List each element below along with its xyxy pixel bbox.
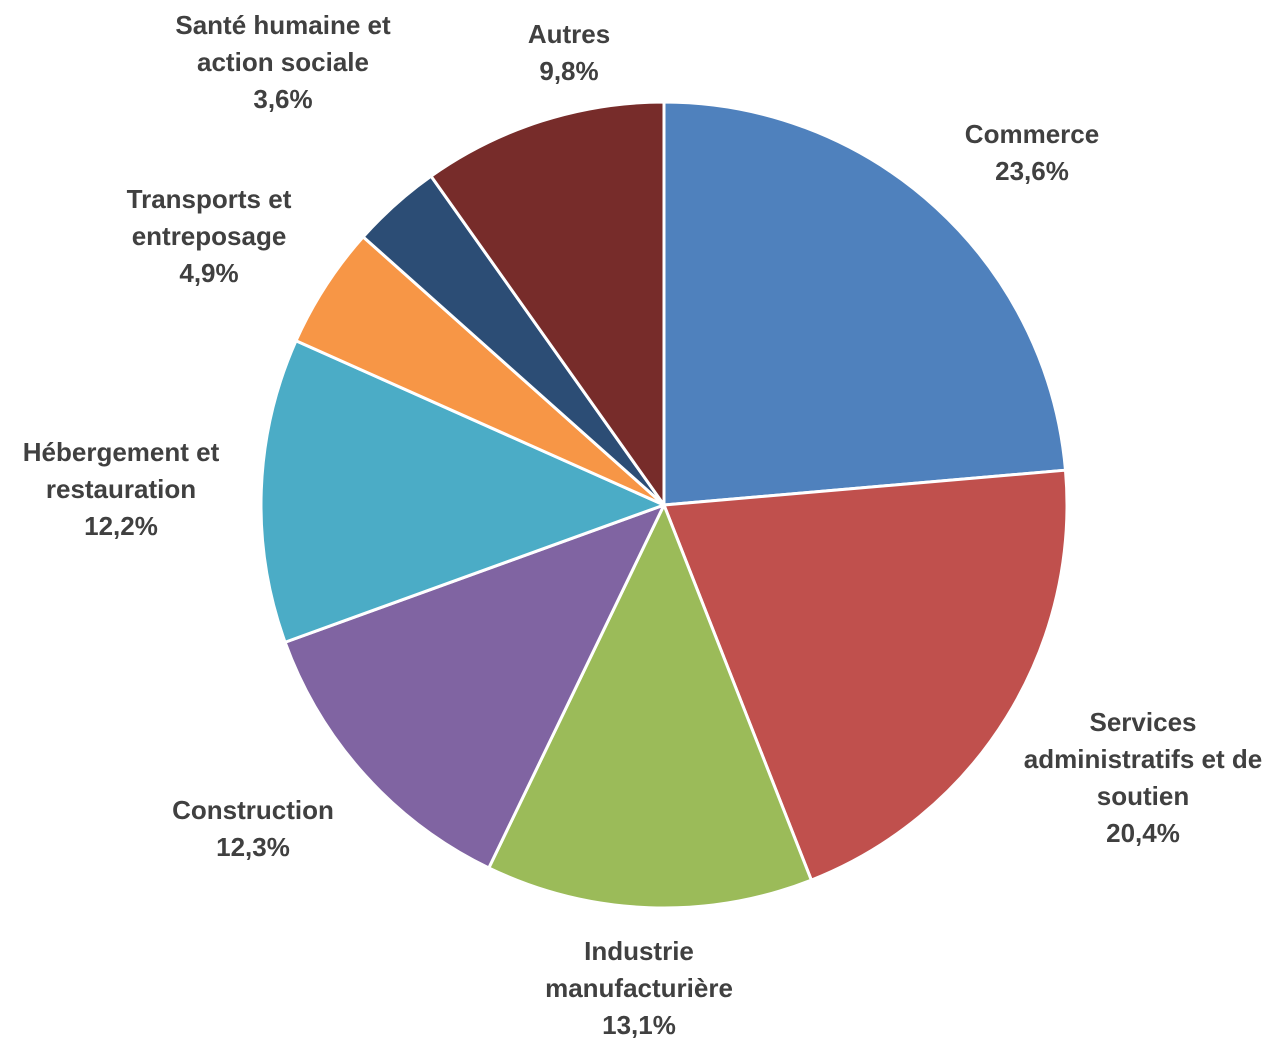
data-label-name: restauration — [45, 473, 197, 504]
pie-slice-4 — [259, 339, 666, 644]
data-label-name: manufacturière — [545, 972, 733, 1003]
data-label-name: Transports et — [126, 183, 292, 214]
data-label-name: Construction — [172, 795, 334, 825]
data-label-name: administratifs et de — [1023, 744, 1263, 774]
data-label-value: 12,2% — [84, 510, 158, 541]
data-label-7: Autres 9,8% — [369, 16, 769, 90]
data-label-1: Services administratifs et de soutien 20,4% — [943, 704, 1280, 852]
data-label-name: entreposage — [131, 220, 287, 251]
data-label-value: 3,6% — [253, 83, 313, 114]
pie-slice-2 — [487, 503, 813, 910]
data-label-name: action sociale — [197, 46, 369, 77]
data-label-value: 20,4% — [1106, 818, 1180, 848]
data-label-0: Commerce 23,6% — [832, 116, 1232, 190]
data-label-value: 9,8% — [539, 56, 599, 86]
data-label-value: 13,1% — [602, 1009, 676, 1040]
data-label-4: Hébergement et restauration 12,2% — [0, 434, 321, 545]
data-label-name: Commerce — [964, 119, 1100, 149]
data-label-value: 12,3% — [216, 832, 290, 862]
pie-slice-3 — [283, 503, 666, 870]
data-label-name: soutien — [1096, 781, 1190, 811]
data-label-2: Industrie manufacturière 13,1% — [439, 933, 839, 1044]
data-label-value: 23,6% — [995, 156, 1069, 186]
pie-slice-1 — [662, 468, 1069, 882]
data-label-6: Santé humaine et action sociale 3,6% — [83, 7, 483, 118]
data-label-value: 4,9% — [179, 257, 239, 288]
pie-slice-7 — [429, 100, 666, 507]
data-label-name: Hébergement et — [22, 436, 220, 467]
data-label-name: Services — [1089, 707, 1197, 737]
data-label-name: Autres — [527, 19, 611, 49]
data-label-5: Transports et entreposage 4,9% — [9, 181, 409, 292]
pie-slice-0 — [662, 100, 1067, 507]
data-label-3: Construction 12,3% — [53, 792, 453, 866]
data-label-name: Industrie — [584, 935, 694, 966]
data-label-name: Santé humaine et — [175, 9, 391, 40]
